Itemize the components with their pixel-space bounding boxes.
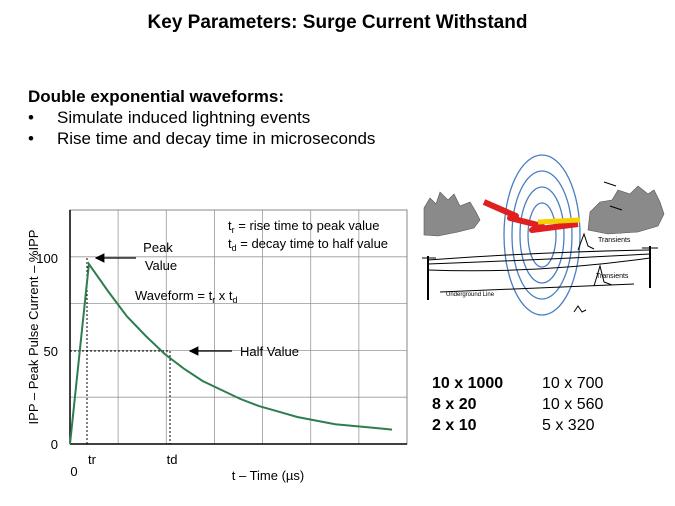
bullet-list: Double exponential waveforms: • Simulate …	[28, 86, 375, 149]
transient-pulses	[573, 181, 623, 313]
x-tick-label: td	[167, 452, 178, 467]
table-cell: 2 x 10	[432, 417, 477, 434]
underground-line-label: Underground Line	[446, 292, 495, 298]
y-tick-label: 0	[51, 437, 58, 452]
x-tick-label: 0	[70, 464, 77, 479]
y-tick-label: 50	[44, 344, 58, 359]
x-axis-label: t – Time (µs)	[232, 468, 305, 483]
table-cell: 10 x 560	[542, 396, 604, 413]
y-tick-label: 100	[36, 251, 58, 266]
left-storm-cloud	[423, 191, 481, 237]
waveform-curve	[69, 261, 393, 445]
half-value-label: Half Value	[240, 344, 299, 359]
bullet-text: Rise time and decay time in microseconds	[57, 129, 376, 148]
table-row: 10 x 1000 10 x 700	[432, 373, 603, 394]
table-row: 8 x 20 10 x 560	[432, 394, 603, 415]
peak-label-2: Value	[145, 258, 177, 273]
bullet-dot: •	[28, 108, 34, 127]
legend-td: td = decay time to half value	[228, 236, 388, 253]
transients-label-1: Transients	[598, 237, 631, 244]
waveform-formula: Waveform = tr x td	[135, 288, 238, 305]
power-lines	[422, 246, 658, 300]
table-cell: 5 x 320	[542, 417, 595, 434]
peak-label: Peak	[143, 240, 173, 255]
table-cell: 8 x 20	[432, 396, 477, 413]
em-rings	[503, 154, 581, 316]
bullet-dot: •	[28, 129, 34, 148]
bullet-item: • Simulate induced lightning events	[28, 107, 375, 128]
table-cell: 10 x 1000	[432, 375, 504, 392]
lightning-bolt	[482, 199, 581, 233]
waveform-table: 10 x 1000 10 x 700 8 x 20 10 x 560 2 x 1…	[432, 373, 603, 436]
legend-tr: tr = rise time to peak value	[228, 218, 380, 235]
bullet-heading: Double exponential waveforms:	[28, 87, 284, 106]
right-storm-cloud	[587, 185, 665, 235]
lightning-illustration: Transients Transients Underground Line	[422, 154, 665, 316]
y-axis-label: IPP – Peak Pulse Current – %IPP	[26, 230, 41, 425]
transients-label-2: Transients	[596, 273, 629, 280]
slide-title: Key Parameters: Surge Current Withstand	[147, 12, 528, 33]
table-row: 2 x 10 5 x 320	[432, 415, 603, 436]
bullet-item: • Rise time and decay time in microsecond…	[28, 128, 375, 149]
bullet-text: Simulate induced lightning events	[57, 108, 311, 127]
x-tick-label: tr	[88, 452, 97, 467]
table-cell: 10 x 700	[542, 375, 604, 392]
waveform-chart: 100 50 0 IPP – Peak Pulse Current – %IPP…	[26, 209, 408, 483]
chart-grid	[70, 210, 407, 444]
